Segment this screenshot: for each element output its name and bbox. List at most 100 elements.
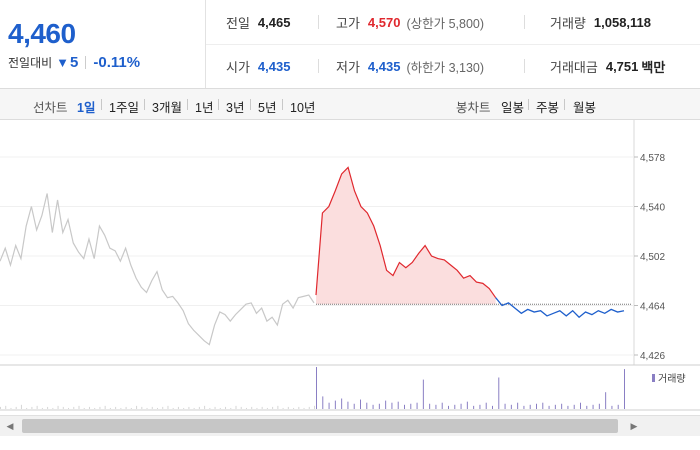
volume-bar: [157, 407, 158, 409]
volume-bar: [542, 402, 544, 409]
volume-bar: [308, 406, 310, 409]
volume-legend-label: 거래량: [658, 373, 686, 385]
volume-bar: [485, 402, 487, 409]
volume-bar: [120, 407, 122, 409]
volume-bar: [347, 401, 349, 409]
volume-bar: [272, 406, 274, 409]
volume-bar: [605, 392, 607, 409]
candle-chart-label: 봉차트: [456, 101, 491, 115]
volume-bar: [125, 406, 127, 409]
volume-bar: [245, 407, 247, 409]
volume-bar: [68, 407, 70, 409]
candle-weekly[interactable]: 주봉: [536, 101, 560, 115]
volume-bar: [580, 402, 581, 409]
stock-summary: 4,460 전일대비 ▼ 5 -0.11% 전일 4,465 고가 4,570 …: [0, 0, 700, 89]
volume-bar: [130, 407, 132, 409]
volume-bar: [204, 405, 206, 409]
scrollbar-thumb[interactable]: [22, 419, 618, 433]
volume-bar: [441, 402, 443, 409]
price-chart[interactable]: 4,578 4,540 4,502 4,464 4,426 거래량: [0, 120, 700, 415]
volume-bar: [429, 403, 431, 409]
volume-bar: [230, 407, 232, 409]
divider: [250, 99, 251, 110]
volume-bar: [188, 406, 190, 409]
volume-bar: [104, 405, 106, 409]
volume-bar: [391, 402, 393, 409]
volume-bar: [62, 406, 64, 409]
volume-bar: [240, 406, 242, 409]
volume-bar: [586, 405, 588, 409]
volume-bar: [385, 400, 387, 409]
scroll-right-icon[interactable]: ▶: [630, 421, 638, 431]
volume-bar: [214, 406, 216, 409]
volume-bar: [504, 403, 506, 409]
candle-monthly[interactable]: 월봉: [573, 101, 597, 115]
change-percent: -0.11%: [93, 54, 141, 71]
period-3year[interactable]: 3년: [226, 101, 245, 115]
volume-bar: [177, 406, 179, 409]
volume-bar: [410, 403, 412, 409]
volume-bar: [624, 369, 625, 409]
volume-bar: [109, 407, 111, 409]
divider: [524, 15, 525, 29]
volume-bar: [162, 406, 164, 409]
volume-bar: [219, 407, 221, 409]
period-3month[interactable]: 3개월: [152, 101, 182, 115]
chart-scrollbar[interactable]: ◀ ▶: [0, 415, 700, 436]
volume-bar: [115, 406, 117, 409]
volume-bar: [479, 404, 481, 409]
volume-bar: [172, 407, 174, 409]
y-tick-label: 4,578: [640, 153, 665, 164]
trade-amount: 거래대금 4,751 백만: [550, 58, 666, 75]
divider: [101, 99, 102, 110]
volume-bar: [5, 405, 7, 409]
change-row: 전일대비 ▼ 5 -0.11%: [8, 54, 140, 71]
volume-bar: [322, 396, 324, 409]
period-1year[interactable]: 1년: [195, 101, 214, 115]
volume-bar: [0, 406, 1, 409]
volume-bar: [492, 405, 493, 409]
volume-bar: [529, 404, 531, 409]
candle-daily[interactable]: 일봉: [501, 101, 525, 115]
volume-bar: [561, 403, 563, 409]
volume-bar: [10, 407, 12, 409]
volume-bar: [225, 406, 227, 409]
volume-bar: [466, 401, 468, 409]
volume-bar: [282, 407, 284, 409]
volume-bar: [198, 406, 200, 409]
volume-bar: [328, 402, 330, 409]
volume-bar: [41, 407, 43, 409]
volume-bar: [517, 402, 519, 409]
period-10year[interactable]: 10년: [290, 101, 316, 115]
volume-bar: [573, 404, 575, 409]
volume-bar: [151, 406, 153, 409]
period-1day[interactable]: 1일: [77, 101, 96, 115]
volume-bar: [422, 379, 424, 409]
volume-bar: [94, 407, 96, 409]
volume-bar: [99, 406, 101, 409]
period-1week[interactable]: 1주일: [109, 101, 139, 115]
volume-bar: [136, 405, 138, 409]
volume-bar: [316, 367, 317, 409]
volume-bar: [15, 406, 17, 409]
volume-bar: [78, 405, 80, 409]
scroll-left-icon[interactable]: ◀: [6, 421, 14, 431]
volume-bar: [548, 405, 550, 409]
open-price: 시가 4,435: [226, 58, 291, 75]
volume-bar: [167, 405, 169, 409]
current-price: 4,460: [8, 18, 76, 49]
volume-bar: [611, 405, 613, 409]
volume-bar: [20, 404, 22, 409]
volume-bar: [510, 404, 512, 409]
y-tick-label: 4,540: [640, 203, 665, 214]
volume-bar: [314, 405, 315, 409]
volume-bar: [567, 405, 569, 409]
period-5year[interactable]: 5년: [258, 101, 277, 115]
volume-bar: [277, 405, 279, 409]
volume-bar: [146, 407, 148, 409]
down-triangle-icon: ▼: [56, 55, 70, 70]
divider: [282, 99, 283, 110]
divider: [85, 56, 87, 69]
volume-bar: [598, 403, 600, 409]
today-down-line: [495, 297, 625, 319]
